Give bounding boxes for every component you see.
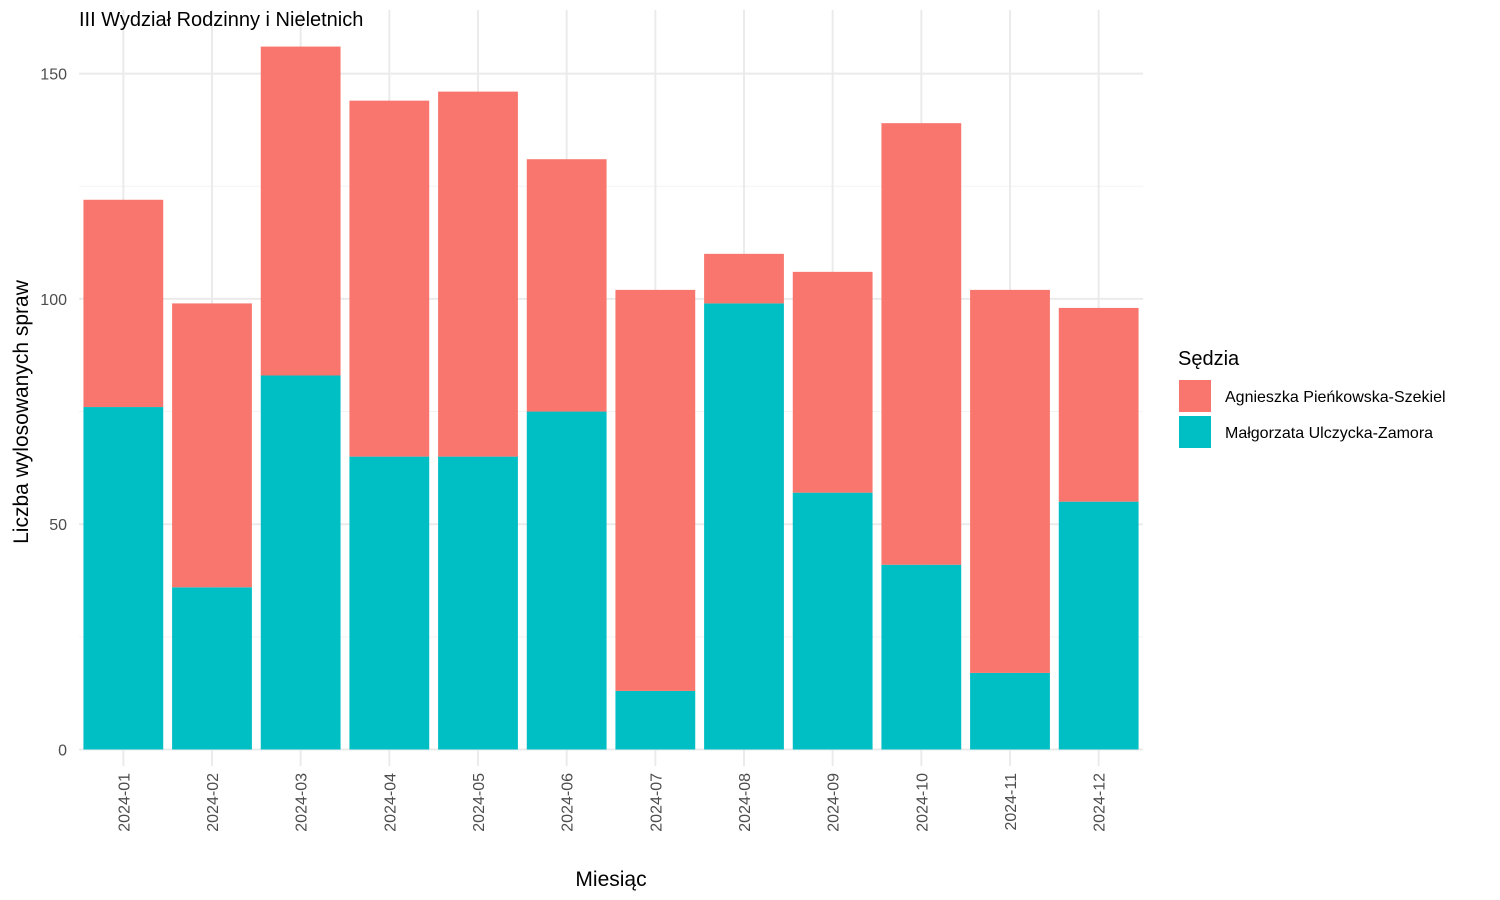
bar-segment (970, 672, 1050, 750)
y-tick-label: 50 (49, 517, 67, 534)
bar-segment (704, 303, 784, 750)
legend-items: Agnieszka Pieńkowska-Szekiel Małgorzata U… (1179, 380, 1446, 448)
bars-layer (83, 46, 1139, 750)
legend-label: Agnieszka Pieńkowska-Szekiel (1225, 389, 1446, 406)
chart-title: III Wydział Rodzinny i Nieletnich (79, 9, 363, 31)
x-tick-label: 2024-02 (205, 773, 222, 832)
x-tick-label: 2024-10 (914, 773, 931, 832)
y-tick-label: 0 (58, 743, 67, 760)
x-tick-label: 2024-04 (382, 773, 399, 832)
bar-segment (792, 271, 873, 493)
x-axis: 2024-01 2024-02 2024-03 2024-04 2024-05 2024-… (116, 773, 1108, 832)
legend-title: Sędzia (1178, 348, 1240, 370)
x-tick-label: 2024-07 (648, 773, 665, 832)
bar-segment (792, 492, 873, 750)
legend-swatch (1179, 416, 1211, 448)
bar-segment (526, 159, 607, 412)
x-tick-label: 2024-12 (1092, 773, 1109, 832)
bar-segment (83, 199, 164, 408)
x-tick-label: 2024-08 (737, 773, 754, 832)
bar-segment (1058, 501, 1139, 750)
bar-segment (260, 46, 341, 376)
x-tick-label: 2024-11 (1003, 773, 1020, 831)
bar-segment (704, 253, 784, 304)
x-tick-label: 2024-03 (294, 773, 311, 832)
legend: Sędzia Agnieszka Pieńkowska-Szekiel Małgo… (1178, 348, 1446, 448)
bar-segment (615, 690, 696, 750)
y-tick-label: 100 (40, 292, 67, 309)
bar-segment (526, 411, 607, 750)
bar-segment (438, 91, 518, 457)
bar-segment (1058, 307, 1139, 502)
x-tick-label: 2024-06 (560, 773, 577, 832)
x-axis-title: Miesiąc (575, 868, 646, 891)
y-axis: 0 50 100 150 (40, 67, 67, 760)
x-tick-label: 2024-09 (826, 773, 843, 832)
x-tick-label: 2024-01 (116, 773, 133, 832)
bar-segment (881, 564, 962, 750)
bar-segment (349, 456, 430, 750)
bar-segment (438, 456, 518, 750)
x-tick-label: 2024-05 (471, 773, 488, 832)
bar-segment (172, 587, 252, 750)
legend-label: Małgorzata Ulczycka-Zamora (1225, 425, 1433, 442)
bar-segment (970, 289, 1050, 673)
bar-segment (349, 100, 430, 457)
bar-segment (615, 289, 696, 691)
bar-segment (172, 303, 252, 588)
y-tick-label: 150 (40, 67, 67, 84)
legend-swatch (1179, 380, 1211, 412)
bar-segment (881, 123, 962, 565)
bar-segment (260, 375, 341, 750)
y-axis-title: Liczba wylosowanych spraw (10, 279, 33, 544)
bar-segment (83, 407, 164, 750)
